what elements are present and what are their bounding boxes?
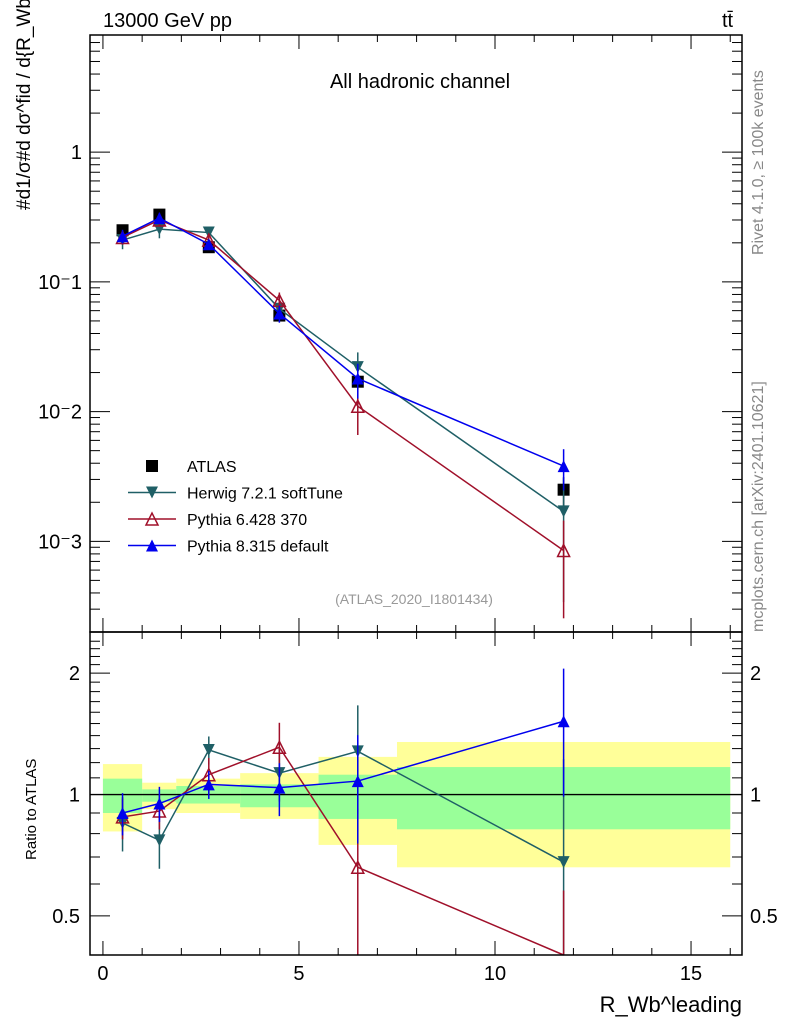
energy-label: 13000 GeV pp [103, 10, 232, 32]
point-pythia-8-315-default [351, 372, 364, 385]
y-axis-label: #d1/σ#d dσ^fid / d{R_Wb^leading} [14, 0, 35, 210]
point-pythia-6-428-370 [350, 398, 365, 413]
legend-marker-pythia-6-428-370 [144, 511, 160, 526]
ratio-y-tick-label-right: 0.5 [750, 906, 778, 928]
point-pythia-8-315-default [202, 238, 215, 251]
ratio-point-pythia-8-315-default [273, 781, 286, 794]
process-label: tt̄ [722, 10, 734, 32]
ratio-point-herwig-7-2-1-softtune [202, 743, 215, 756]
ratio-point-pythia-6-428-370 [272, 739, 287, 755]
ratio-line-pythia-6-428-370 [122, 746, 564, 956]
ratio-frame [89, 631, 743, 956]
legend-marker-pythia-8-315-default [146, 539, 158, 552]
point-pythia-6-428-370 [556, 542, 571, 558]
ratio-line-pythia-8-315-default [122, 720, 564, 814]
rivet-label: Rivet 4.1.0, ≥ 100k events [750, 70, 767, 255]
x-axis-label: R_Wb^leading [600, 992, 742, 1017]
ratio-point-pythia-8-315-default [202, 778, 215, 791]
legend-label: Pythia 8.315 default [187, 539, 329, 556]
ratio-point-pythia-8-315-default [557, 715, 570, 728]
ratio-point-pythia-8-315-default [351, 775, 364, 788]
point-pythia-8-315-default [273, 307, 286, 320]
analysis-label: (ATLAS_2020_I1801434) [335, 591, 493, 607]
line-pythia-8-315-default [122, 217, 564, 467]
ratio-y-axis-label: Ratio to ATLAS [23, 759, 40, 860]
point-pythia-8-315-default [116, 230, 129, 243]
legend-marker-herwig-7-2-1-softtune [146, 486, 158, 499]
legend-marker-atlas [146, 460, 158, 472]
ratio-y-tick-label-right: 2 [750, 663, 761, 685]
ratio-y-tick-label: 0.5 [52, 906, 80, 928]
chart-title: All hadronic channel [330, 71, 510, 93]
line-pythia-6-428-370 [122, 219, 565, 552]
x-tick-label: 10 [484, 963, 506, 985]
y-tick-label: 10⁻2 [38, 402, 82, 424]
point-pythia-8-315-default [557, 460, 570, 473]
x-tick-label: 15 [680, 963, 702, 985]
ratio-y-tick-label: 1 [69, 785, 80, 807]
ratio-y-tick-label-right: 1 [750, 785, 761, 807]
ratio-point-herwig-7-2-1-softtune [153, 834, 166, 847]
ratio-point-herwig-7-2-1-softtune [557, 856, 570, 869]
site-label: mcplots.cern.ch [arXiv:2401.10621] [750, 381, 767, 632]
ratio-point-pythia-6-428-370 [350, 859, 365, 875]
ratio-point-pythia-8-315-default [153, 797, 166, 810]
legend-label: Herwig 7.2.1 softTune [187, 486, 343, 503]
x-tick-label: 5 [293, 963, 304, 985]
legend-label: Pythia 6.428 370 [187, 512, 307, 529]
y-tick-label: 1 [71, 142, 82, 164]
legend-label: ATLAS [187, 459, 237, 476]
point-herwig-7-2-1-softtune [557, 505, 570, 518]
ratio-point-pythia-8-315-default [116, 806, 129, 819]
y-tick-label: 10⁻3 [38, 531, 82, 553]
y-tick-label: 10⁻1 [38, 272, 82, 294]
x-tick-label: 0 [97, 963, 108, 985]
point-pythia-8-315-default [153, 212, 166, 225]
ratio-y-tick-label: 2 [69, 663, 80, 685]
